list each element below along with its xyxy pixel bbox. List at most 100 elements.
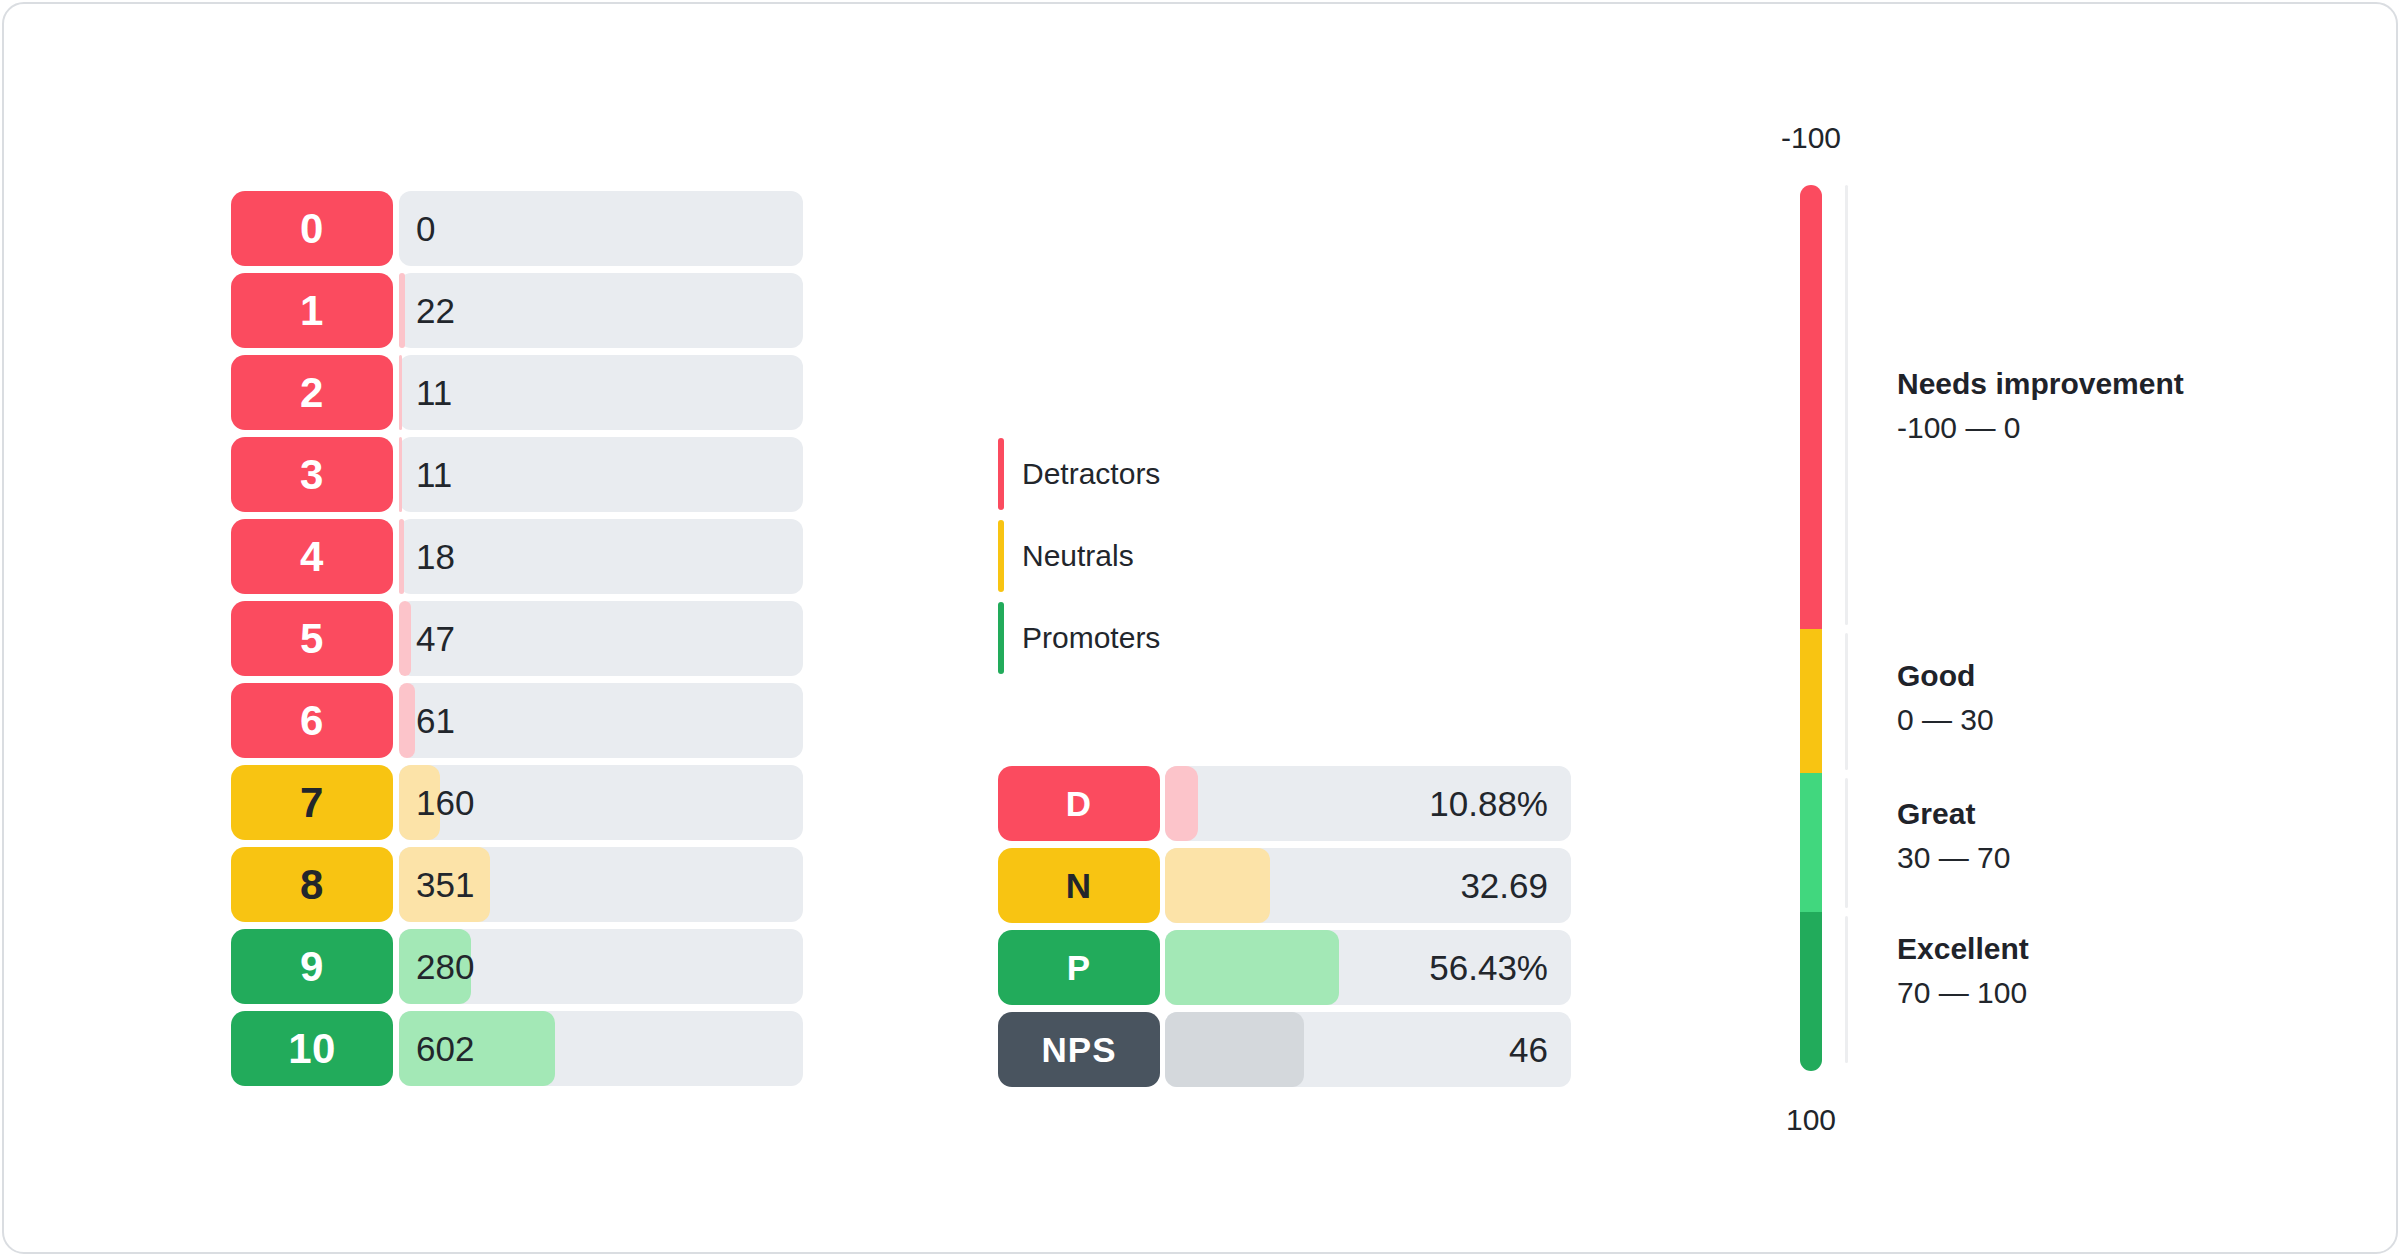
summary-chip-nps[interactable]: NPS xyxy=(998,1012,1160,1087)
zone-title: Excellent xyxy=(1897,927,2029,971)
score-count-10: 602 xyxy=(416,1029,474,1069)
summary-chip-p[interactable]: P xyxy=(998,930,1160,1005)
score-count-5: 47 xyxy=(416,619,455,659)
score-count-8: 351 xyxy=(416,865,474,905)
summary-fill-d xyxy=(1165,766,1198,841)
summary-fill-n xyxy=(1165,848,1270,923)
gauge-max-negative-label: -100 xyxy=(1781,121,1841,155)
score-track-8: 351 xyxy=(399,847,803,922)
zone-range: 0 — 30 xyxy=(1897,698,1994,742)
detractors-swatch-icon xyxy=(998,438,1004,510)
zone-title: Good xyxy=(1897,654,1994,698)
score-chip-10[interactable]: 10 xyxy=(231,1011,393,1086)
score-track-4: 18 xyxy=(399,519,803,594)
legend-label-neutrals: Neutrals xyxy=(1022,539,1134,573)
score-track-6: 61 xyxy=(399,683,803,758)
score-chip-0[interactable]: 0 xyxy=(231,191,393,266)
score-chip-1[interactable]: 1 xyxy=(231,273,393,348)
score-row-6: 6 61 xyxy=(231,683,803,758)
legend-label-promoters: Promoters xyxy=(1022,621,1160,655)
summary-chip-n[interactable]: N xyxy=(998,848,1160,923)
gauge-zone-excellent xyxy=(1800,912,1822,1071)
summary-row-nps: NPS 46 xyxy=(998,1012,1571,1087)
score-track-10: 602 xyxy=(399,1011,803,1086)
score-row-8: 8 351 xyxy=(231,847,803,922)
zone-label-needs-improvement: Needs improvement -100 — 0 xyxy=(1897,362,2184,450)
zone-title: Great xyxy=(1897,792,2010,836)
score-row-4: 4 18 xyxy=(231,519,803,594)
zone-label-good: Good 0 — 30 xyxy=(1897,654,1994,742)
nps-summary: D 10.88% N 32.69 P 56.43% NPS 46 xyxy=(998,766,1571,1087)
summary-row-detractors: D 10.88% xyxy=(998,766,1571,841)
promoters-swatch-icon xyxy=(998,602,1004,674)
gauge-bar xyxy=(1800,185,1822,1071)
summary-row-neutrals: N 32.69 xyxy=(998,848,1571,923)
summary-value-p: 56.43% xyxy=(1429,948,1548,988)
gauge-axis-segment-4 xyxy=(1845,916,1848,1063)
score-count-7: 160 xyxy=(416,783,474,823)
legend-label-detractors: Detractors xyxy=(1022,457,1160,491)
gauge-zone-needs-improvement xyxy=(1800,185,1822,629)
score-row-1: 1 22 xyxy=(231,273,803,348)
summary-fill-p xyxy=(1165,930,1339,1005)
score-chip-5[interactable]: 5 xyxy=(231,601,393,676)
legend-item-neutrals[interactable]: Neutrals xyxy=(998,520,1160,592)
score-track-7: 160 xyxy=(399,765,803,840)
score-track-5: 47 xyxy=(399,601,803,676)
zone-title: Needs improvement xyxy=(1897,362,2184,406)
score-count-3: 11 xyxy=(416,455,452,495)
score-chip-6[interactable]: 6 xyxy=(231,683,393,758)
score-count-0: 0 xyxy=(416,209,435,249)
score-row-10: 10 602 xyxy=(231,1011,803,1086)
zone-range: 70 — 100 xyxy=(1897,971,2029,1015)
summary-row-promoters: P 56.43% xyxy=(998,930,1571,1005)
score-row-5: 5 47 xyxy=(231,601,803,676)
summary-chip-d[interactable]: D xyxy=(998,766,1160,841)
summary-value-n: 32.69 xyxy=(1460,866,1548,906)
legend-item-detractors[interactable]: Detractors xyxy=(998,438,1160,510)
score-row-9: 9 280 xyxy=(231,929,803,1004)
score-row-0: 0 0 xyxy=(231,191,803,266)
gauge-axis-line xyxy=(1845,185,1848,1063)
score-count-4: 18 xyxy=(416,537,455,577)
score-track-0: 0 xyxy=(399,191,803,266)
gauge-zone-good xyxy=(1800,629,1822,773)
zone-label-excellent: Excellent 70 — 100 xyxy=(1897,927,2029,1015)
gauge-max-positive-label: 100 xyxy=(1786,1103,1836,1137)
zone-range: 30 — 70 xyxy=(1897,836,2010,880)
score-fill-3 xyxy=(399,437,402,512)
summary-track-d: 10.88% xyxy=(1165,766,1571,841)
score-count-6: 61 xyxy=(416,701,455,741)
summary-fill-nps xyxy=(1165,1012,1304,1087)
score-chip-9[interactable]: 9 xyxy=(231,929,393,1004)
gauge-axis-segment-3 xyxy=(1845,778,1848,908)
zone-label-great: Great 30 — 70 xyxy=(1897,792,2010,880)
score-track-3: 11 xyxy=(399,437,803,512)
score-chip-7[interactable]: 7 xyxy=(231,765,393,840)
score-fill-6 xyxy=(399,683,415,758)
score-fill-1 xyxy=(399,273,405,348)
legend-item-promoters[interactable]: Promoters xyxy=(998,602,1160,674)
score-fill-5 xyxy=(399,601,411,676)
summary-value-nps: 46 xyxy=(1509,1030,1548,1070)
summary-track-n: 32.69 xyxy=(1165,848,1571,923)
score-chip-8[interactable]: 8 xyxy=(231,847,393,922)
score-count-1: 22 xyxy=(416,291,455,331)
score-chip-2[interactable]: 2 xyxy=(231,355,393,430)
score-count-9: 280 xyxy=(416,947,474,987)
score-chip-4[interactable]: 4 xyxy=(231,519,393,594)
score-row-2: 2 11 xyxy=(231,355,803,430)
summary-value-d: 10.88% xyxy=(1429,784,1548,824)
score-chip-3[interactable]: 3 xyxy=(231,437,393,512)
gauge-zone-great xyxy=(1800,773,1822,912)
neutrals-swatch-icon xyxy=(998,520,1004,592)
gauge-axis-segment-2 xyxy=(1845,633,1848,770)
score-fill-2 xyxy=(399,355,402,430)
score-track-1: 22 xyxy=(399,273,803,348)
gauge-axis-segment-1 xyxy=(1845,185,1848,625)
score-fill-4 xyxy=(399,519,404,594)
summary-track-p: 56.43% xyxy=(1165,930,1571,1005)
score-track-2: 11 xyxy=(399,355,803,430)
score-row-3: 3 11 xyxy=(231,437,803,512)
summary-track-nps: 46 xyxy=(1165,1012,1571,1087)
